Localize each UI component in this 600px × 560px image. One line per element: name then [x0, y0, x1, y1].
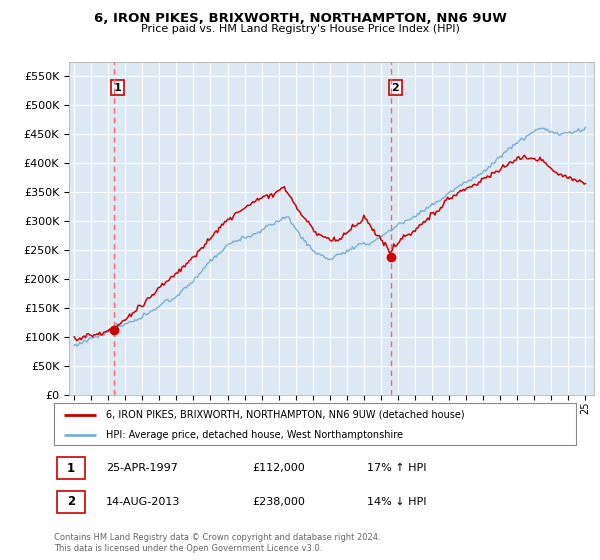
Text: Contains HM Land Registry data © Crown copyright and database right 2024.
This d: Contains HM Land Registry data © Crown c…	[54, 533, 380, 553]
Text: 2: 2	[391, 83, 399, 92]
Text: 25-APR-1997: 25-APR-1997	[106, 463, 178, 473]
Text: 17% ↑ HPI: 17% ↑ HPI	[367, 463, 427, 473]
Text: HPI: Average price, detached house, West Northamptonshire: HPI: Average price, detached house, West…	[106, 430, 403, 440]
Text: 14-AUG-2013: 14-AUG-2013	[106, 497, 181, 507]
Text: £238,000: £238,000	[253, 497, 305, 507]
FancyBboxPatch shape	[54, 403, 576, 445]
Text: Price paid vs. HM Land Registry's House Price Index (HPI): Price paid vs. HM Land Registry's House …	[140, 24, 460, 34]
Text: 2: 2	[67, 495, 75, 508]
Text: 14% ↓ HPI: 14% ↓ HPI	[367, 497, 427, 507]
FancyBboxPatch shape	[56, 491, 85, 513]
Text: 6, IRON PIKES, BRIXWORTH, NORTHAMPTON, NN6 9UW: 6, IRON PIKES, BRIXWORTH, NORTHAMPTON, N…	[94, 12, 506, 25]
Text: 6, IRON PIKES, BRIXWORTH, NORTHAMPTON, NN6 9UW (detached house): 6, IRON PIKES, BRIXWORTH, NORTHAMPTON, N…	[106, 410, 465, 420]
Text: 1: 1	[113, 83, 121, 92]
FancyBboxPatch shape	[56, 457, 85, 479]
Text: £112,000: £112,000	[253, 463, 305, 473]
Text: 1: 1	[67, 461, 75, 474]
